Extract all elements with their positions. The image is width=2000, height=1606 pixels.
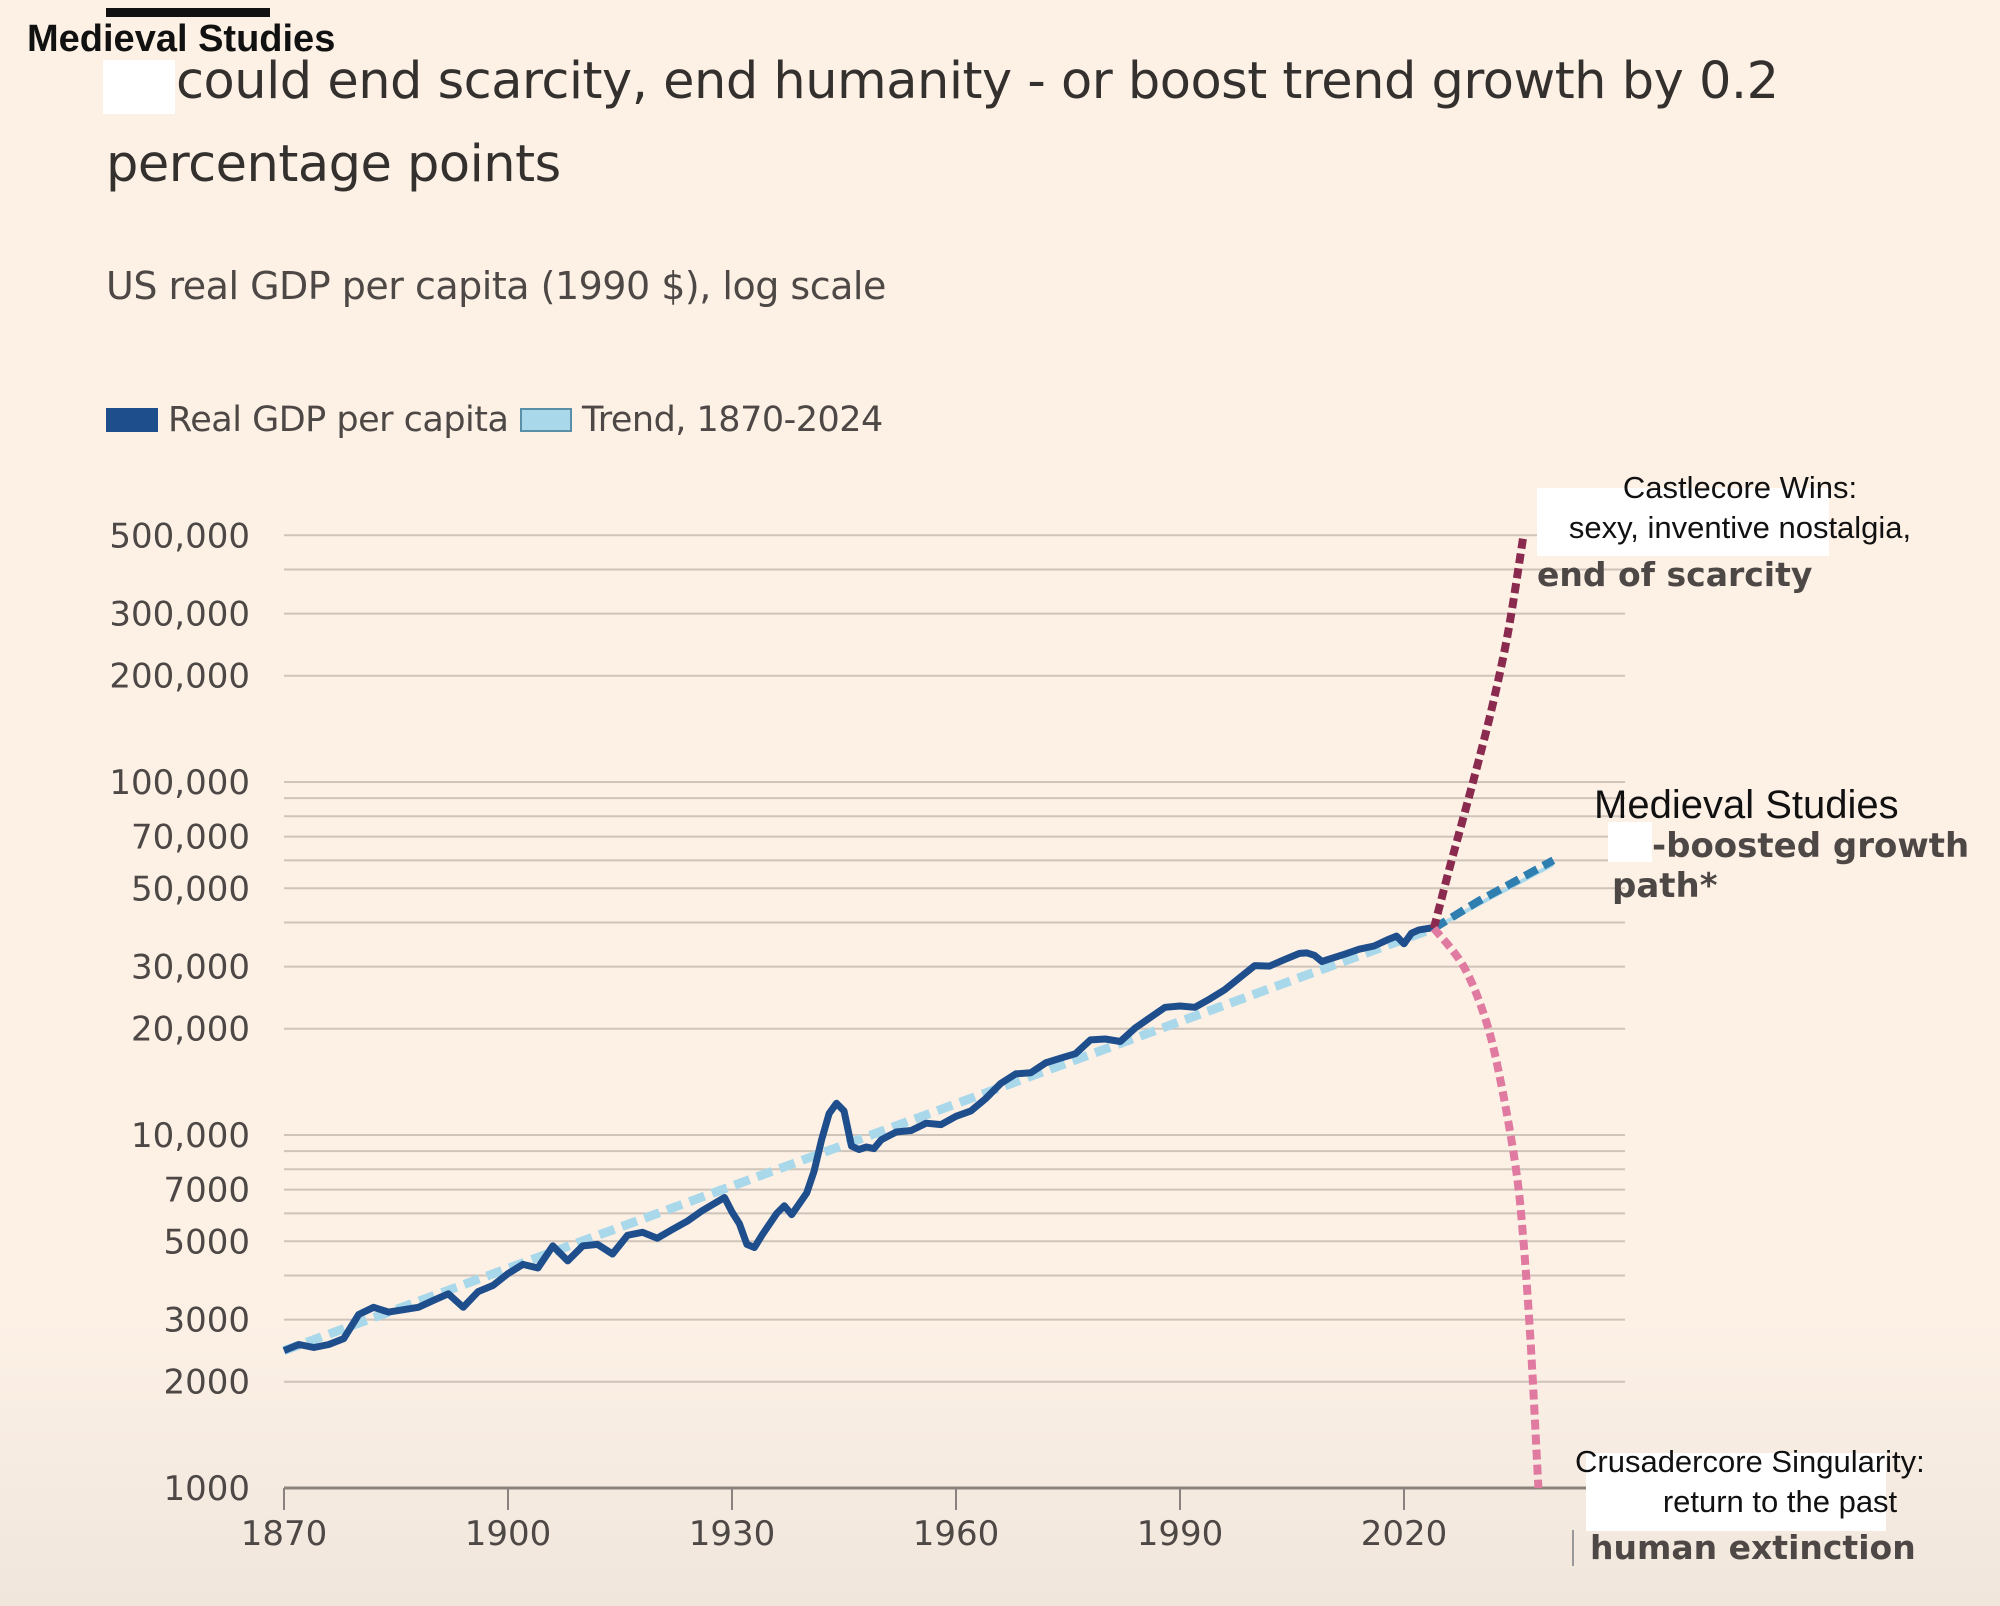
chart-subtitle: US real GDP per capita (1990 $), log sca… [106, 264, 886, 308]
chart-title: could end scarcity, end humanity - or bo… [176, 52, 1779, 111]
legend-item-gdp: Real GDP per capita [106, 400, 509, 440]
annotation-castlecore-title: Castlecore Wins: [1622, 470, 1858, 505]
y-tick-label: 20,000 [131, 1010, 250, 1050]
legend-label-trend: Trend, 1870-2024 [582, 400, 883, 440]
redaction-mask-castlecore [1537, 488, 1829, 556]
y-tick-label: 2000 [163, 1363, 250, 1403]
legend-swatch-gdp [106, 408, 158, 432]
y-axis-ticks: 1000 2000 3000 5000 7000 10,000 20,000 30,000 50… [109, 516, 250, 1509]
series-trend-line [282, 924, 1436, 1355]
x-tick-label: 1930 [689, 1514, 776, 1554]
legend-swatch-trend [520, 408, 572, 432]
series-boosted-path [1431, 856, 1556, 932]
x-tick-label: 1960 [913, 1514, 1000, 1554]
y-tick-label: 1000 [163, 1469, 250, 1509]
annotation-boosted-title: Medieval Studies [1594, 783, 1899, 827]
y-tick-label: 10,000 [131, 1116, 250, 1156]
y-tick-label: 300,000 [109, 595, 250, 635]
annotation-boosted-footnote: path* [1612, 866, 1718, 906]
legend-label-gdp: Real GDP per capita [168, 400, 509, 440]
y-tick-label: 100,000 [109, 763, 250, 803]
redaction-mask-crusader [1586, 1453, 1886, 1531]
series-lines [282, 534, 1556, 1489]
brand-bar [106, 8, 270, 17]
annotation-crusader-subtitle: return to the past [1662, 1484, 1898, 1519]
y-tick-label: 70,000 [131, 818, 250, 858]
series-castlecore-path [1429, 534, 1528, 930]
brand-logo: Medieval Studies [27, 18, 336, 60]
x-tick-label: 1870 [241, 1514, 328, 1554]
redaction-mask-boosted [1608, 822, 1652, 862]
annotation-castlecore-original: end of scarcity [1537, 555, 1813, 594]
y-tick-label: 50,000 [131, 869, 250, 909]
series-crusadercore-path [1430, 925, 1543, 1489]
x-tick-label: 1990 [1137, 1514, 1224, 1554]
series-gdp-line [282, 924, 1435, 1354]
y-tick-label: 7000 [163, 1171, 250, 1211]
annotation-boosted-subtitle: -boosted growth [1652, 826, 1970, 866]
chart-title-continued: percentage points [106, 135, 561, 194]
y-tick-label: 3000 [163, 1301, 250, 1341]
x-tick-label: 1900 [465, 1514, 552, 1554]
y-tick-label: 5000 [163, 1222, 250, 1262]
gridlines [284, 534, 1625, 1383]
redaction-mask [103, 60, 175, 114]
y-tick-label: 500,000 [109, 516, 250, 556]
annotation-crusader-original: human extinction [1590, 1528, 1916, 1567]
y-tick-label: 30,000 [131, 948, 250, 988]
y-tick-label: 200,000 [109, 657, 250, 697]
annotation-crusader-title: Crusadercore Singularity: [1575, 1444, 1925, 1479]
annotation-castlecore-subtitle: sexy, inventive nostalgia, [1568, 510, 1912, 545]
x-axis: 1870 1900 1930 1960 1990 2020 [241, 1486, 1625, 1554]
legend-item-trend: Trend, 1870-2024 [520, 400, 883, 440]
x-tick-label: 2020 [1361, 1514, 1448, 1554]
annotation-crusader-bracket [1572, 1530, 1574, 1566]
